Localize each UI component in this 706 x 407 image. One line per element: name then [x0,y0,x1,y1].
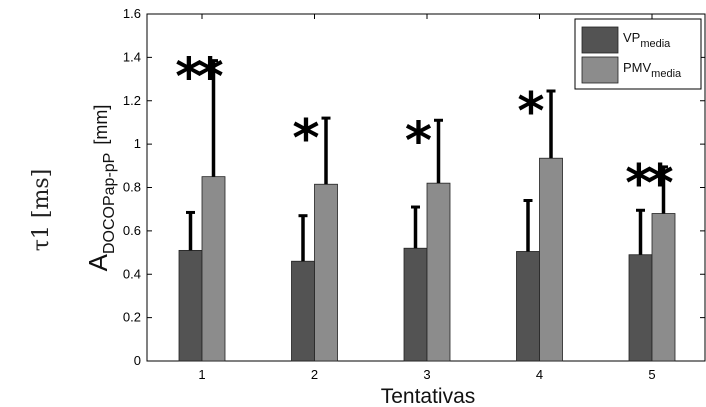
y-tick-label: 0 [134,353,141,368]
significance-marker: ** [175,48,223,108]
y-tick-label: 1.4 [123,49,141,64]
x-tick-label: 1 [198,367,205,382]
y-axis-title-unit: [mm] [91,105,111,145]
bar-pmv-1 [201,176,226,362]
y-axis-title-main: A [83,253,113,271]
y-tick-label: 1.6 [123,6,141,21]
y-axis-title: ADOCOPap-pP [mm] [83,105,118,272]
x-tick-label: 3 [423,367,430,382]
bar-pmv-2 [314,183,338,362]
y-tick-label: 1.2 [123,93,141,108]
significance-marker: * [405,111,432,171]
significance-marker: ** [625,154,673,214]
bar-pmv-3 [426,182,451,362]
y-axis-ticks: 0 0.2 0.4 0.6 0.8 1 1.2 1.4 1.6 [123,6,705,368]
significance-marker: * [517,82,544,142]
bar-vp-3 [403,247,428,362]
legend: VPmedia PMVmedia [574,18,702,90]
significance-marker: * [292,109,319,169]
y-tick-label: 0.2 [123,310,141,325]
x-tick-label: 4 [536,367,543,382]
bar-series [178,157,676,362]
legend-vp-sub: media [640,38,671,50]
error-bars [186,59,668,262]
x-tick-label: 5 [648,367,655,382]
bar-vp-1 [178,249,203,362]
legend-pmv-sub: media [651,68,682,80]
outer-label-text: τ1 [ms] [29,169,54,251]
legend-vp-name: VP [623,30,640,45]
outer-axis-label: τ1 [ms] [29,169,54,251]
bar-vp-4 [516,251,540,362]
legend-label-vp: VPmedia [623,30,671,50]
y-axis-title-sub: DOCOPap-pP [101,153,118,254]
y-tick-label: 0.8 [123,180,141,195]
bar-pmv-4 [539,157,563,362]
legend-label-pmv: PMVmedia [623,60,682,80]
legend-swatch-vp [581,26,619,54]
y-tick-label: 0.4 [123,266,141,281]
legend-pmv-name: PMV [623,60,652,75]
legend-swatch-pmv [581,56,619,84]
x-tick-label: 2 [311,367,318,382]
svg-text:ADOCOPap-pP[mm]: ADOCOPap-pP [mm] [83,105,118,272]
bar-vp-5 [628,254,653,362]
x-axis-title: Tentativas [381,385,476,407]
bar-vp-2 [291,260,315,362]
y-tick-label: 1 [134,136,141,151]
bar-pmv-5 [651,213,676,362]
y-tick-label: 0.6 [123,223,141,238]
